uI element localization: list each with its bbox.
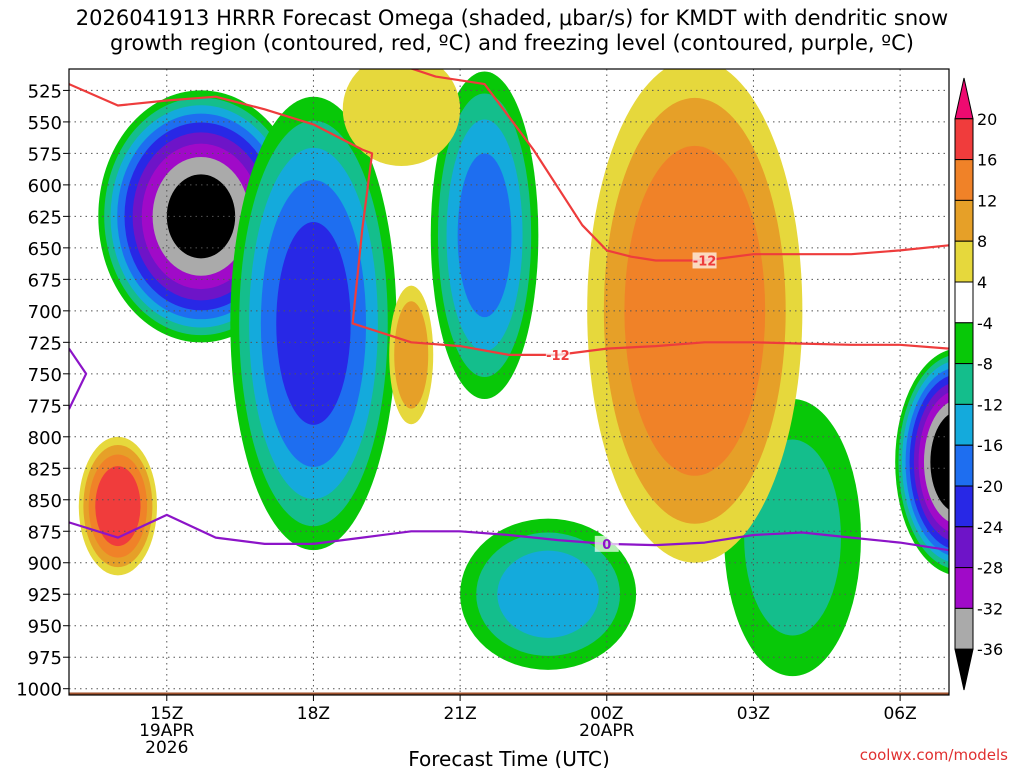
colorbar-label-13: -36 [977,640,1003,659]
colorbar-segment-4 [954,240,974,283]
y-tick-label-725: 725 [28,333,62,354]
plot-frame [68,68,950,696]
contour-line-3 [69,347,88,410]
y-tick-label-825: 825 [28,459,62,480]
x-tick-date-15Z: 19APR [139,721,195,741]
colorbar-cap-bottom [954,648,974,691]
y-tick-label-650: 650 [28,239,62,260]
credit-text: coolwx.com/models [859,746,1008,764]
colorbar-segment-9 [954,444,974,487]
contour-line-0 [69,83,949,356]
contour-label-2: 0 [602,538,611,553]
omega-level-12 [624,145,766,476]
ground-layer [69,692,949,695]
colorbar-label-0: 20 [977,110,997,129]
colorbar-segment-10 [954,485,974,528]
omega-feature-7 [78,436,157,576]
y-tick-label-550: 550 [28,113,62,134]
colorbar-cap-top [954,77,974,120]
y-tick-label-925: 925 [28,585,62,606]
colorbar-segment-12 [954,567,974,609]
grid-lines [69,69,949,695]
chart-title: 2026041913 HRRR Forecast Omega (shaded, … [0,6,1024,56]
y-tick-label-600: 600 [28,176,62,197]
x-tick-label-00Z: 00Z [590,704,623,724]
y-tick-label-850: 850 [28,491,62,512]
colorbar-label-5: -4 [977,314,993,333]
colorbar-label-7: -12 [977,395,1003,414]
y-tick-label-950: 950 [28,617,62,638]
contour-label-bg-2 [594,535,619,552]
x-axis-label: Forecast Time (UTC) [408,747,610,768]
omega-level--36 [930,414,949,510]
contour-line-1 [409,69,949,262]
y-axis: 525 550 575 600 625 650 675 700 725 750 775 800 825 8… [16,81,69,701]
y-tick-label-525: 525 [28,81,62,102]
colorbar-label-4: 4 [977,273,987,292]
y-tick-label-700: 700 [28,302,62,323]
omega-level-16 [95,466,141,547]
colorbar-segment-1 [954,118,974,161]
colorbar-label-10: -24 [977,518,1003,537]
omega-level-8 [394,301,429,409]
temperature-contours: -12 -12 0 [69,69,949,553]
colorbar: 20 16 12 8 4 -4 -8 -12 -16 -20 -24 -28 -32 -36 [954,77,1003,691]
omega-feature-8 [389,285,434,425]
colorbar-segment-13 [954,607,974,650]
contour-label-bg-1 [692,252,717,269]
colorbar-label-12: -32 [977,599,1003,618]
y-tick-label-750: 750 [28,365,62,386]
colorbar-segment-6 [954,322,974,365]
y-tick-label-775: 775 [28,396,62,417]
x-tick-label-06Z: 06Z [883,704,916,724]
colorbar-segment-7 [954,363,974,405]
ground-fill [69,692,949,695]
colorbar-segment-11 [954,526,974,569]
x-tick-label-03Z: 03Z [737,704,770,724]
y-tick-label-800: 800 [28,428,62,449]
y-tick-label-575: 575 [28,144,62,165]
contour-label-1: -12 [693,254,717,269]
y-tick-label-975: 975 [28,648,62,669]
omega-feature-9 [342,69,461,166]
omega-feature-6 [587,69,803,563]
omega-level-4 [342,69,461,166]
colorbar-segment-2 [954,159,974,201]
omega-feature-2 [430,71,539,399]
colorbar-segment-3 [954,199,974,242]
colorbar-label-11: -28 [977,559,1003,578]
colorbar-segment-8 [954,403,974,446]
title-line-1: 2026041913 HRRR Forecast Omega (shaded, … [75,6,949,30]
colorbar-label-2: 12 [977,191,997,210]
x-tick-label-21Z: 21Z [443,704,476,724]
colorbar-label-8: -16 [977,436,1003,455]
title-line-2: growth region (contoured, red, ºC) and f… [110,31,914,55]
omega-feature-5 [895,349,949,575]
contour-line-2 [69,513,949,552]
contour-label-0: -12 [546,349,570,364]
colorbar-label-1: 16 [977,151,997,170]
x-tick-date-00Z: 20APR [579,721,635,741]
y-tick-label-675: 675 [28,270,62,291]
colorbar-label-3: 8 [977,232,987,251]
omega-level--16 [457,153,512,318]
colorbar-segment-5 [954,281,974,324]
y-tick-label-625: 625 [28,207,62,228]
x-tick-label-18Z: 18Z [297,704,330,724]
y-tick-label-900: 900 [28,554,62,575]
x-tick-year-15Z: 2026 [145,738,188,758]
contour-label-bg-0 [545,346,570,363]
colorbar-label-9: -20 [977,477,1003,496]
y-tick-label-875: 875 [28,522,62,543]
colorbar-label-6: -8 [977,355,993,374]
x-tick-label-15Z: 15Z [150,704,183,724]
y-tick-label-1000: 1000 [16,680,62,701]
